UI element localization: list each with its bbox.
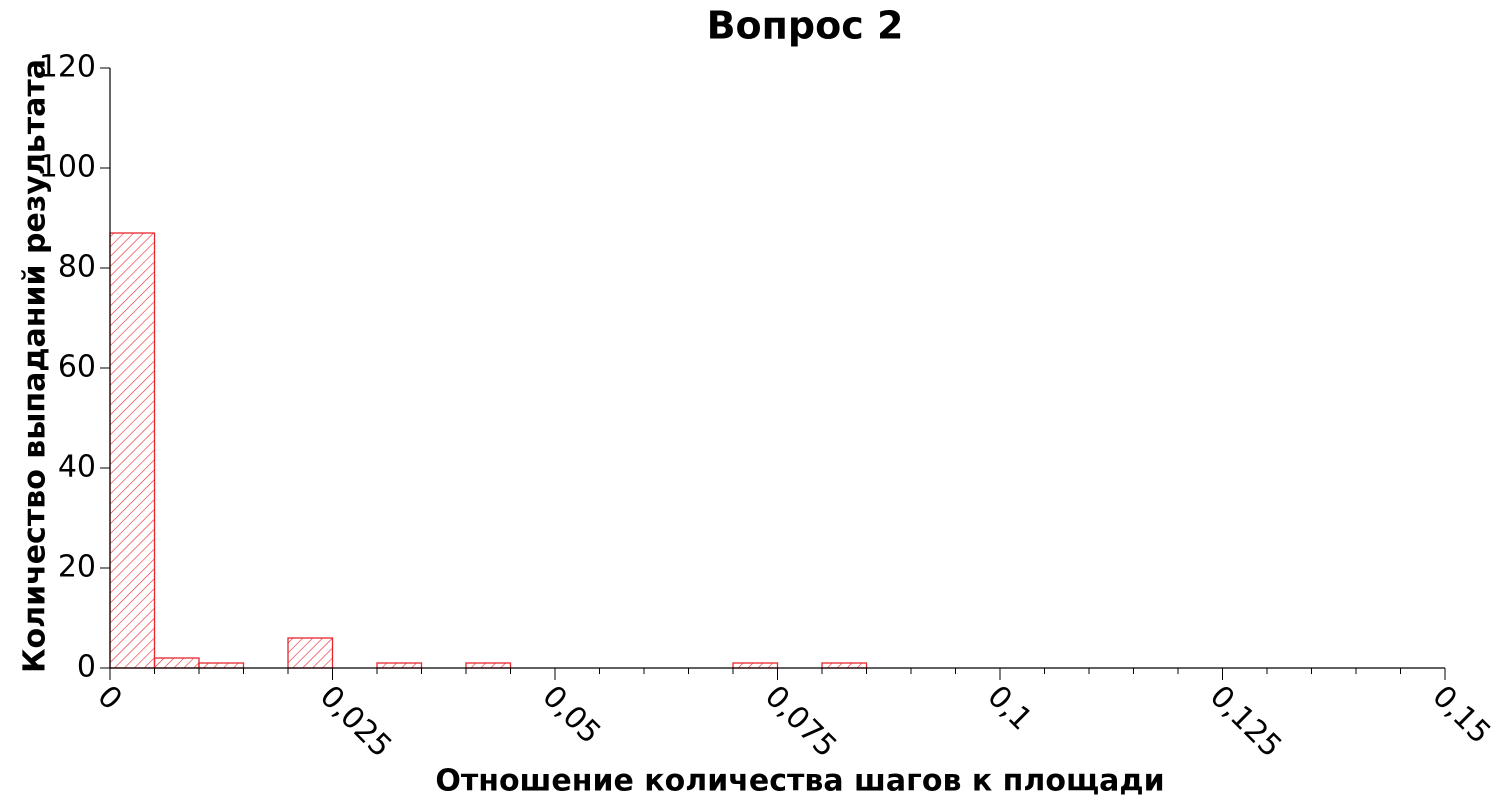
x-tick-label: 0,125 xyxy=(1203,679,1288,764)
y-axis-label: Количество выпаданий результата xyxy=(18,59,53,673)
x-tick-label: 0,025 xyxy=(313,679,398,764)
x-tick-label: 0,15 xyxy=(1425,679,1497,751)
y-tick-label: 40 xyxy=(58,450,96,485)
bar xyxy=(109,232,156,669)
y-tick-label: 100 xyxy=(39,150,96,185)
x-axis-label: Отношение количества шагов к площади xyxy=(435,764,1164,799)
bar xyxy=(376,662,423,669)
chart-title: Вопрос 2 xyxy=(707,4,904,48)
x-tick-label: 0,1 xyxy=(980,679,1038,737)
y-tick-label: 80 xyxy=(58,250,96,285)
y-tick-label: 60 xyxy=(58,350,96,385)
y-tick-label: 0 xyxy=(77,650,96,685)
bar xyxy=(732,662,779,669)
x-tick-label: 0 xyxy=(90,679,128,717)
bar xyxy=(153,657,200,669)
bar xyxy=(821,662,868,669)
y-tick-label: 20 xyxy=(58,550,96,585)
bar xyxy=(287,637,334,669)
bar xyxy=(198,662,245,669)
x-tick-label: 0,075 xyxy=(758,679,843,764)
y-tick-label: 120 xyxy=(39,50,96,85)
bar xyxy=(465,662,512,669)
x-tick-label: 0,05 xyxy=(535,679,607,751)
